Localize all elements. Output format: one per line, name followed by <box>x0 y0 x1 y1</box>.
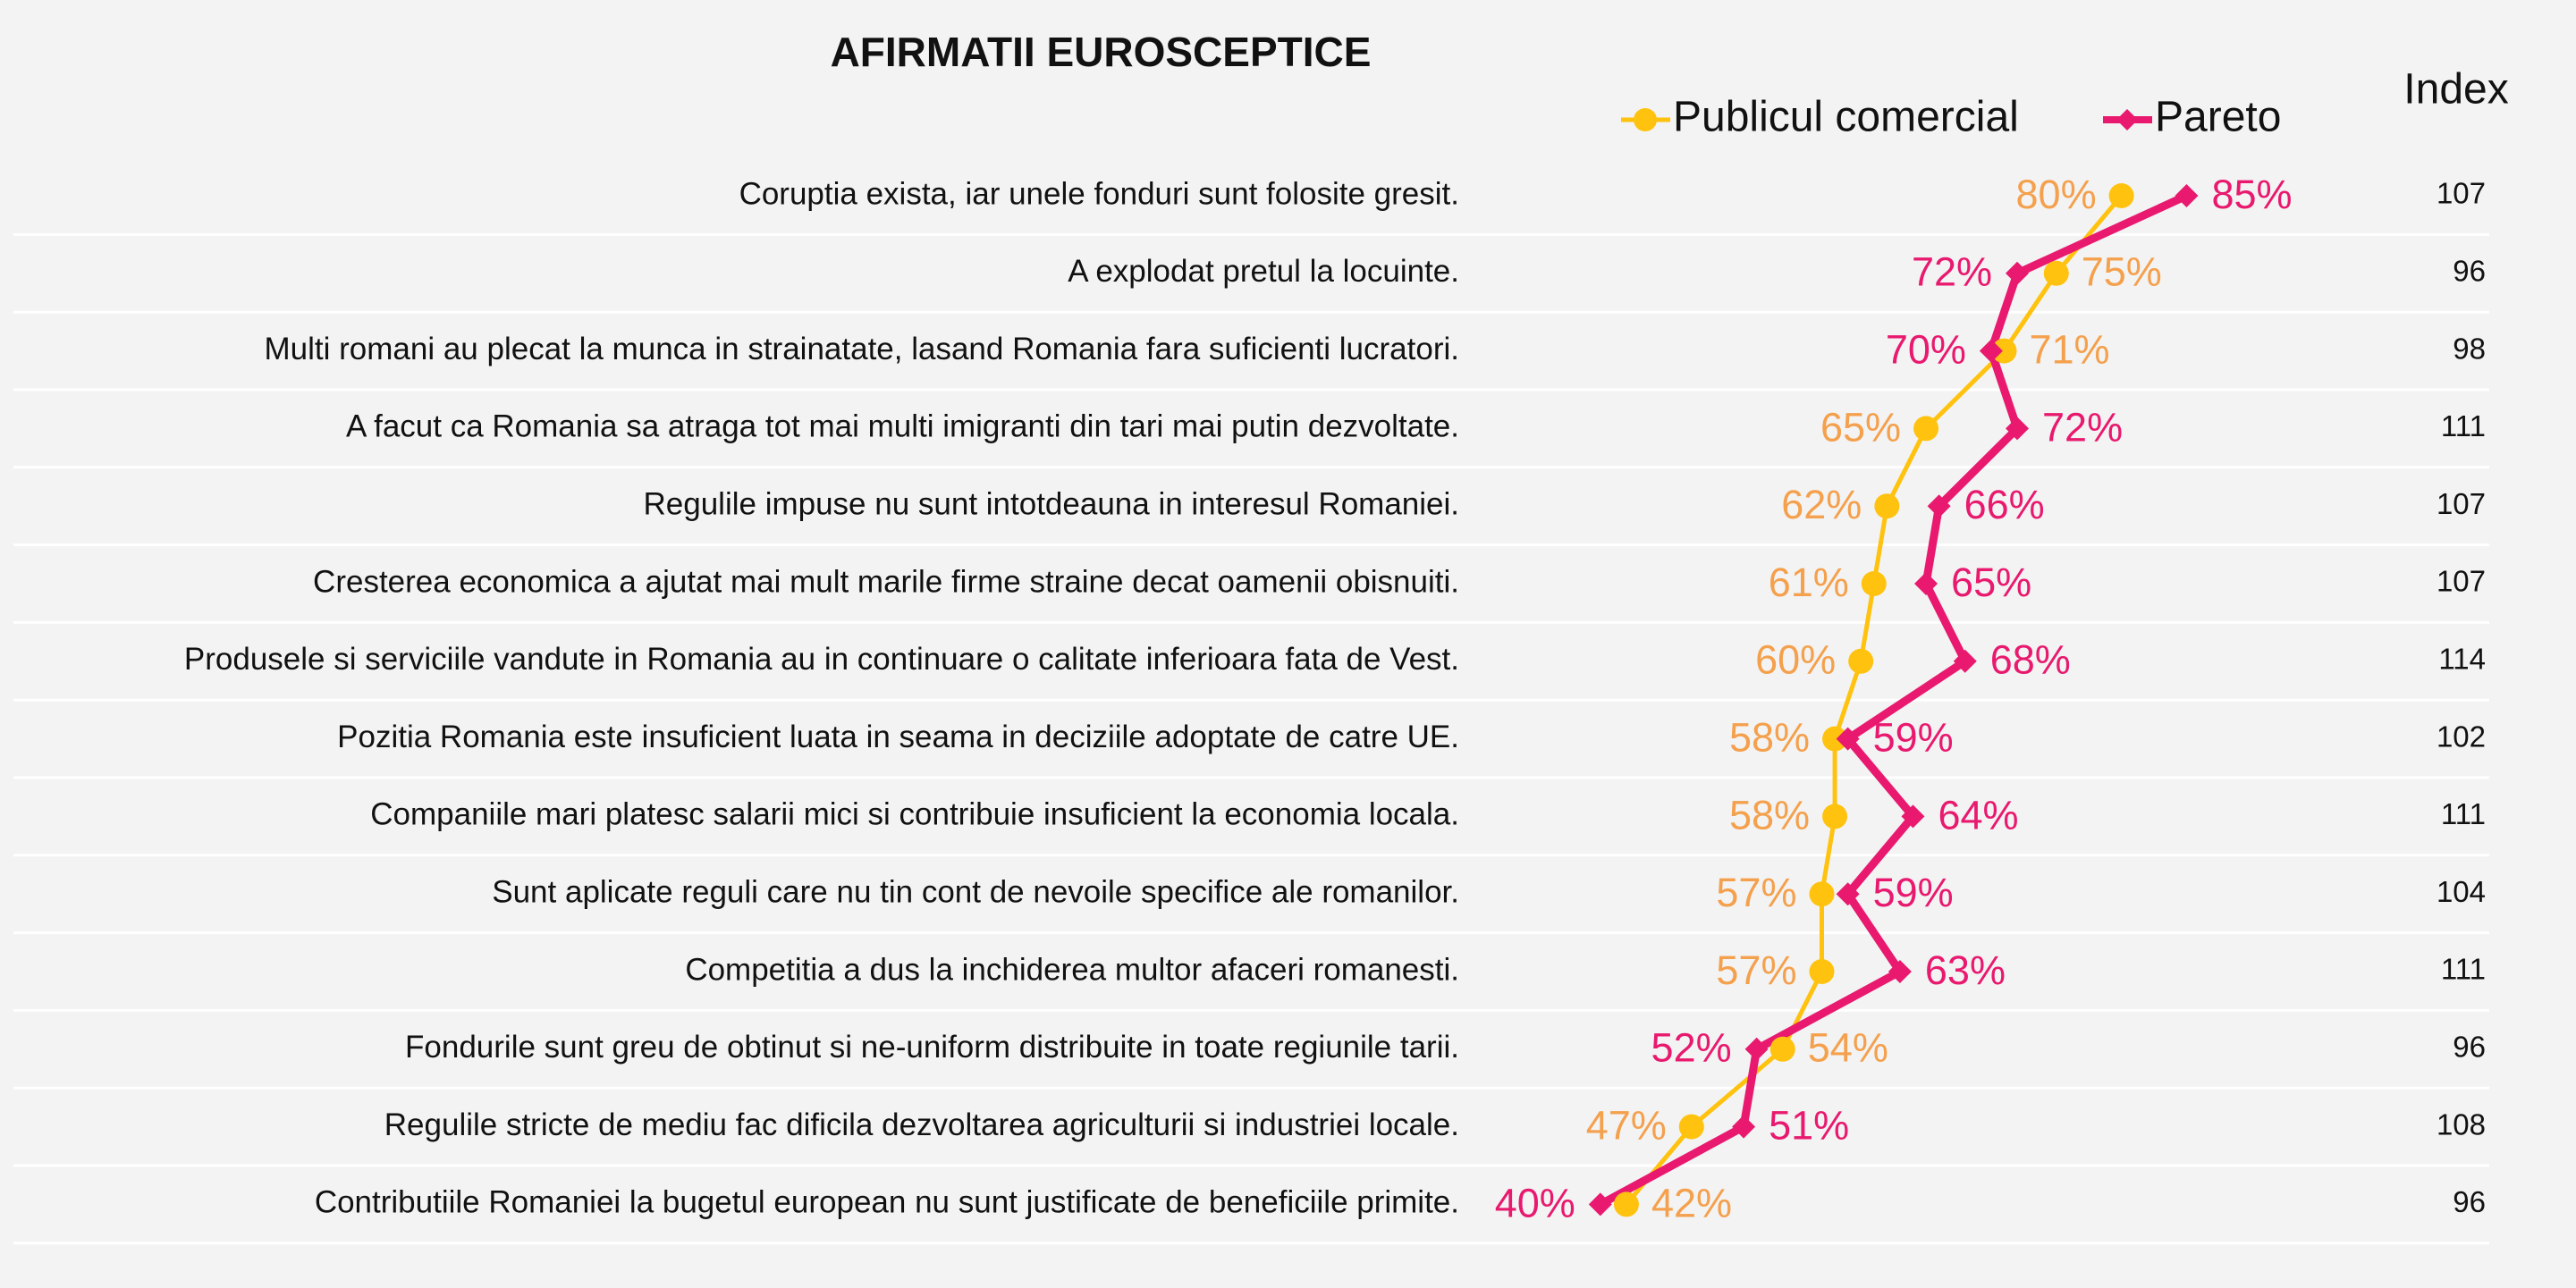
data-point <box>1979 339 2003 363</box>
data-point <box>2006 261 2030 285</box>
index-value: 111 <box>2441 797 2486 830</box>
value-label: 40% <box>1495 1180 1575 1225</box>
data-point <box>1848 648 1874 674</box>
data-point <box>1613 1191 1639 1217</box>
value-label: 71% <box>2029 326 2109 372</box>
value-label: 65% <box>1951 560 2031 605</box>
category-label: Regulile impuse nu sunt intotdeauna in i… <box>644 486 1460 521</box>
data-point <box>1744 1037 1769 1061</box>
data-point <box>1809 959 1835 984</box>
data-point <box>1588 1192 1612 1216</box>
index-value: 107 <box>2437 487 2486 520</box>
index-value: 107 <box>2437 177 2486 210</box>
data-point <box>1836 882 1860 906</box>
value-label: 63% <box>1925 947 2006 993</box>
data-point <box>1991 338 2017 364</box>
category-label: Pozitia Romania este insuficient luata i… <box>337 720 1459 754</box>
value-label: 75% <box>2082 249 2162 295</box>
data-point <box>1888 960 1912 983</box>
index-value: 111 <box>2441 953 2486 986</box>
value-label: 72% <box>2042 404 2123 450</box>
index-value: 96 <box>2453 255 2486 288</box>
value-label: 80% <box>2016 172 2097 217</box>
data-point <box>1953 649 1977 673</box>
value-label: 52% <box>1651 1025 1732 1071</box>
value-label: 54% <box>1808 1025 1888 1071</box>
legend-label: Pareto <box>2155 94 2281 141</box>
index-value: 108 <box>2437 1107 2486 1141</box>
value-label: 64% <box>1938 792 2018 838</box>
index-value: 96 <box>2453 1031 2486 1064</box>
category-label: Coruptia exista, iar unele fonduri sunt … <box>739 176 1459 211</box>
value-label: 72% <box>1912 249 1992 295</box>
data-point <box>1822 804 1848 829</box>
value-label: 42% <box>1651 1180 1732 1225</box>
value-label: 47% <box>1586 1102 1667 1148</box>
value-label: 57% <box>1716 870 1796 915</box>
value-label: 51% <box>1769 1102 1849 1148</box>
series-line <box>1625 194 2124 1207</box>
data-point <box>1769 1036 1795 1062</box>
data-point <box>2006 417 2030 441</box>
value-label: 70% <box>1886 326 1966 372</box>
category-label: Produsele si serviciile vandute in Roman… <box>184 642 1459 677</box>
category-label: A explodat pretul la locuinte. <box>1068 254 1459 289</box>
legend-label: Publicul comercial <box>1673 94 2019 141</box>
value-label: 59% <box>1873 714 1954 760</box>
value-label: 68% <box>1990 637 2071 683</box>
data-point <box>1861 571 1887 596</box>
data-point <box>1678 1114 1704 1140</box>
value-label: 58% <box>1729 792 1810 838</box>
category-label: Cresterea economica a ajutat mai mult ma… <box>313 564 1459 599</box>
value-label: 57% <box>1716 947 1796 993</box>
category-label: Regulile stricte de mediu fac dificila d… <box>384 1107 1459 1142</box>
data-point <box>1874 493 1900 519</box>
index-header: Index <box>2403 66 2508 114</box>
index-value: 98 <box>2453 332 2486 365</box>
value-label: 58% <box>1729 714 1810 760</box>
data-point <box>1914 572 1938 595</box>
legend-marker <box>2116 109 2138 130</box>
data-point <box>1927 494 1951 518</box>
data-point <box>1809 881 1835 907</box>
data-point <box>2108 183 2134 208</box>
category-label: A facut ca Romania sa atraga tot mai mul… <box>346 409 1459 444</box>
category-label: Sunt aplicate reguli care nu tin cont de… <box>492 874 1459 909</box>
data-point <box>1901 804 1925 829</box>
category-label: Contributiile Romaniei la bugetul europe… <box>315 1185 1459 1220</box>
value-label: 59% <box>1873 870 1954 915</box>
data-point <box>1836 727 1860 751</box>
category-label: Competitia a dus la inchiderea multor af… <box>685 952 1459 987</box>
index-value: 96 <box>2453 1185 2486 1218</box>
data-point <box>2043 260 2069 286</box>
legend-marker <box>1634 108 1657 131</box>
value-label: 61% <box>1769 560 1849 605</box>
series-line <box>1598 191 2189 1208</box>
data-point <box>1913 416 1939 442</box>
index-value: 104 <box>2437 875 2486 908</box>
value-label: 66% <box>1964 482 2045 527</box>
data-point <box>1822 726 1848 752</box>
index-value: 111 <box>2441 409 2486 442</box>
index-value: 107 <box>2437 565 2486 598</box>
index-value: 114 <box>2438 643 2486 676</box>
data-point <box>2175 184 2199 207</box>
category-label: Fondurile sunt greu de obtinut si ne-uni… <box>405 1030 1459 1065</box>
data-point <box>1732 1115 1756 1139</box>
chart-title: AFIRMATII EUROSCEPTICE <box>831 29 1372 75</box>
index-value: 102 <box>2437 720 2486 753</box>
value-label: 60% <box>1755 637 1836 683</box>
category-label: Companiile mari platesc salarii mici si … <box>370 797 1459 832</box>
value-label: 62% <box>1781 482 1862 527</box>
value-label: 65% <box>1820 404 1901 450</box>
category-label: Multi romani au plecat la munca in strai… <box>265 332 1459 366</box>
value-label: 85% <box>2211 172 2292 217</box>
